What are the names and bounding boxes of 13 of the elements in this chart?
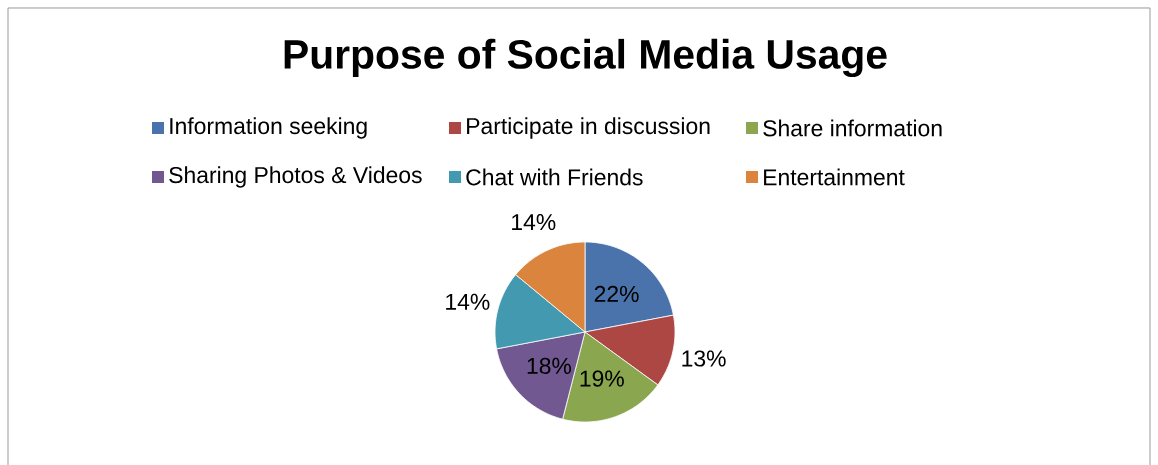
chart-title: Purpose of Social Media Usage [284, 38, 887, 78]
legend-label: Entertainment [764, 168, 905, 186]
data-label: 14% [512, 214, 556, 231]
legend-label: Chat with Friends [466, 168, 643, 186]
legend-label: Participate in discussion [467, 117, 710, 139]
data-label: 22% [594, 285, 639, 302]
data-label: 14% [446, 293, 490, 310]
legend-label: Sharing Photos & Videos [169, 166, 422, 188]
data-label: 19% [580, 370, 624, 387]
data-label: 13% [682, 350, 726, 367]
data-label: 18% [527, 357, 572, 374]
legend-label: Information seeking [170, 117, 367, 139]
legend-label: Share information [763, 119, 942, 137]
